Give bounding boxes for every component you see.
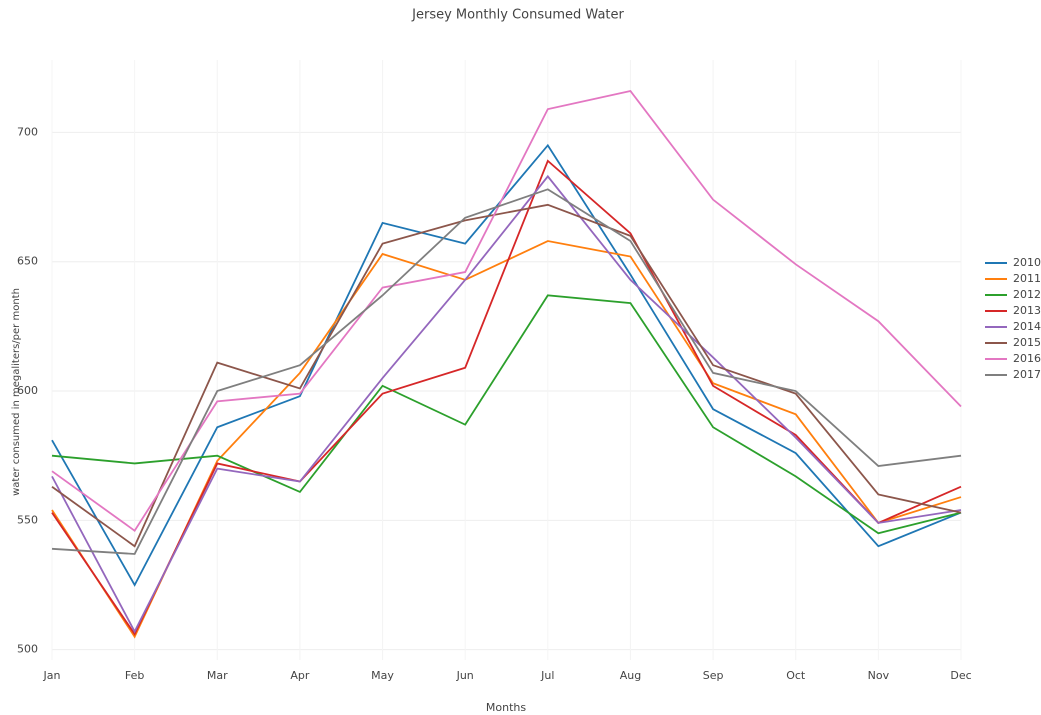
- series-line: [51, 188, 962, 555]
- legend-label: 2012: [1013, 288, 1041, 301]
- x-tick-label: Aug: [620, 669, 641, 682]
- y-tick-label: 700: [17, 125, 38, 138]
- legend-label: 2010: [1013, 256, 1041, 269]
- x-axis-title: Months: [486, 701, 526, 714]
- x-tick-label: Jul: [540, 669, 554, 682]
- series-line: [51, 240, 962, 639]
- x-tick-label: Dec: [950, 669, 971, 682]
- x-tick-label: Feb: [125, 669, 144, 682]
- x-tick-label: Mar: [207, 669, 228, 682]
- y-tick-label: 600: [17, 384, 38, 397]
- x-tick-label: Apr: [290, 669, 310, 682]
- series-line: [51, 203, 962, 548]
- x-tick-label: Jan: [43, 669, 61, 682]
- legend-label: 2016: [1013, 352, 1041, 365]
- x-tick-label: Oct: [786, 669, 806, 682]
- series-line: [51, 143, 962, 587]
- legend-label: 2017: [1013, 368, 1041, 381]
- x-tick-label: May: [371, 669, 394, 682]
- series-line: [51, 159, 962, 636]
- legend-label: 2011: [1013, 272, 1041, 285]
- x-tick-label: Jun: [456, 669, 474, 682]
- y-tick-label: 650: [17, 255, 38, 268]
- y-axis-title: water consumed in megaliters/per month: [11, 288, 22, 496]
- chart-title: Jersey Monthly Consumed Water: [411, 8, 624, 23]
- legend-label: 2015: [1013, 336, 1041, 349]
- legend-label: 2013: [1013, 304, 1041, 317]
- series-line: [51, 294, 962, 535]
- y-tick-label: 500: [17, 643, 38, 656]
- legend-label: 2014: [1013, 320, 1041, 333]
- x-tick-label: Nov: [868, 669, 890, 682]
- series-line: [51, 90, 962, 532]
- series-line: [51, 174, 962, 634]
- x-tick-label: Sep: [703, 669, 724, 682]
- y-tick-label: 550: [17, 513, 38, 526]
